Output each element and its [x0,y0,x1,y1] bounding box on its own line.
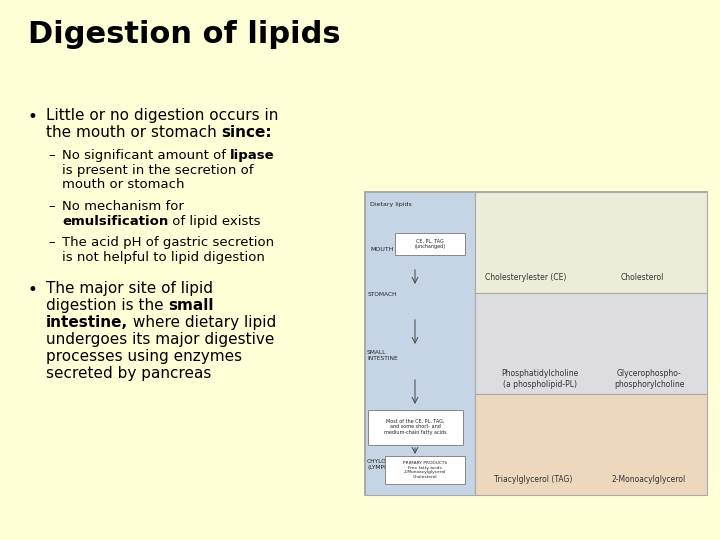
Text: mouth or stomach: mouth or stomach [62,178,184,191]
Text: SMALL
INTESTINE: SMALL INTESTINE [367,350,397,361]
Bar [385,456,465,484]
Text: •: • [28,281,38,299]
Text: the mouth or stomach: the mouth or stomach [46,125,222,140]
Text: lipase: lipase [230,149,275,162]
Bar [475,293,707,394]
Bar [475,394,707,495]
Bar [367,409,462,444]
Text: The acid pH of gastric secretion: The acid pH of gastric secretion [62,236,274,249]
Text: –: – [48,200,55,213]
Text: MOUTH: MOUTH [370,247,394,252]
Text: is present in the secretion of: is present in the secretion of [62,164,253,177]
Bar [365,192,707,495]
Text: Dietary lipids: Dietary lipids [370,202,412,207]
Text: PRIMARY PRODUCTS
Free fatty acids
2-Monoacylglycerol
Cholesterol: PRIMARY PRODUCTS Free fatty acids 2-Mono… [403,461,447,479]
Text: CHYLOMICRON
(LYMPH): CHYLOMICRON (LYMPH) [367,459,411,470]
Bar [365,192,475,495]
Text: small: small [168,298,214,313]
Text: No significant amount of: No significant amount of [62,149,230,162]
Bar [475,192,707,293]
Text: CE, PL, TAG
(unchanged): CE, PL, TAG (unchanged) [415,239,446,249]
Text: is not helpful to lipid digestion: is not helpful to lipid digestion [62,251,265,264]
Text: Triacylglycerol (TAG): Triacylglycerol (TAG) [494,475,572,484]
Text: Cholesterol: Cholesterol [621,273,664,282]
Text: STOMACH: STOMACH [368,292,397,297]
Text: Most of the CE, PL, TAG,
and some short- and
medium-chain fatty acids: Most of the CE, PL, TAG, and some short-… [384,418,446,435]
Text: •: • [28,108,38,126]
Text: secreted by pancreas: secreted by pancreas [46,366,212,381]
Text: Cholesterylester (CE): Cholesterylester (CE) [485,273,567,282]
Text: –: – [48,149,55,162]
Text: 2-Monoacylglycerol: 2-Monoacylglycerol [612,475,686,484]
Text: digestion is the: digestion is the [46,298,168,313]
Text: No mechanism for: No mechanism for [62,200,184,213]
Text: since:: since: [222,125,272,140]
Text: Phosphatidylcholine
(a phospholipid-PL): Phosphatidylcholine (a phospholipid-PL) [501,369,579,389]
Text: emulsification: emulsification [62,214,168,228]
Text: intestine,: intestine, [46,315,128,330]
Bar [395,233,465,255]
Text: –: – [48,236,55,249]
Text: processes using enzymes: processes using enzymes [46,349,242,364]
Text: The major site of lipid: The major site of lipid [46,281,213,296]
Text: undergoes its major digestive: undergoes its major digestive [46,332,274,347]
Text: Digestion of lipids: Digestion of lipids [28,20,341,49]
Text: where dietary lipid: where dietary lipid [128,315,276,330]
Text: Glycerophospho-
phosphorylcholine: Glycerophospho- phosphorylcholine [614,369,684,389]
Text: Little or no digestion occurs in: Little or no digestion occurs in [46,108,279,123]
Text: of lipid exists: of lipid exists [168,214,261,228]
